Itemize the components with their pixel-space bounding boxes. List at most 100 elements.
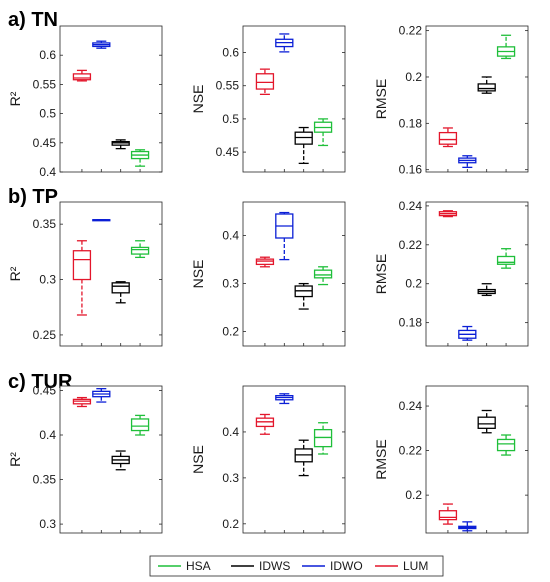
axes-frame xyxy=(242,201,346,347)
box-iqr xyxy=(496,255,516,265)
box-hsa xyxy=(130,414,150,436)
box-hsa xyxy=(496,434,516,456)
box-iqr xyxy=(477,83,496,92)
y-tick-label: 0.45 xyxy=(216,145,240,159)
axes-frame xyxy=(425,25,529,173)
y-tick-label: 0.2 xyxy=(405,488,422,502)
box-iqr xyxy=(438,131,458,145)
legend-item-lum: LUM xyxy=(375,559,428,573)
y-axis-label: NSE xyxy=(190,85,206,114)
panel-3-2: 0.2 0.3 0.4 NSE xyxy=(190,385,346,534)
y-tick-label: 0.35 xyxy=(33,473,57,487)
axes-frame xyxy=(242,25,346,173)
axes-frame xyxy=(59,385,163,534)
y-tick-label: 0.18 xyxy=(399,316,423,330)
axes-frame xyxy=(59,201,163,347)
y-tick-label: 0.24 xyxy=(399,199,423,213)
legend-label: HSA xyxy=(186,559,211,573)
y-tick-label: 0.4 xyxy=(222,425,239,439)
panel-3-1: 0.3 0.35 0.4 0.45 R² xyxy=(7,383,163,534)
box-idwo xyxy=(275,393,294,405)
box-lum xyxy=(438,127,458,148)
row-title: a) TN xyxy=(8,9,58,31)
y-tick-label: 0.55 xyxy=(216,79,240,93)
panel-1-2: 0.45 0.5 0.55 0.6 NSE xyxy=(190,25,346,173)
box-iqr xyxy=(111,282,130,294)
y-tick-label: 0.22 xyxy=(399,444,423,458)
box-lum xyxy=(72,396,92,408)
box-lum xyxy=(72,69,92,82)
box-idws xyxy=(477,409,496,434)
box-iqr xyxy=(72,73,92,81)
y-tick-label: 0.55 xyxy=(33,77,57,91)
box-iqr xyxy=(313,428,333,448)
box-idwo xyxy=(92,219,111,222)
box-idwo xyxy=(275,33,294,53)
y-tick-label: 0.22 xyxy=(399,238,423,252)
y-tick-label: 0.5 xyxy=(222,112,239,126)
panel-2-1: 0.25 0.3 0.35 R² xyxy=(7,201,163,347)
y-axis-label: RMSE xyxy=(373,79,389,119)
box-idwo xyxy=(458,155,477,169)
box-idws xyxy=(294,282,313,310)
y-tick-label: 0.45 xyxy=(33,383,57,397)
box-hsa xyxy=(313,118,333,147)
y-tick-label: 0.3 xyxy=(222,471,239,485)
y-tick-label: 0.18 xyxy=(399,116,423,130)
y-axis-label: NSE xyxy=(190,445,206,474)
y-tick-label: 0.2 xyxy=(222,325,239,339)
row-3: c) TUR0.30.350.40.45R²0.20.30.4NSE0.20.2… xyxy=(7,371,529,534)
box-iqr xyxy=(438,510,458,521)
box-lum xyxy=(72,240,92,316)
box-hsa xyxy=(130,149,150,167)
y-tick-label: 0.5 xyxy=(39,107,56,121)
y-tick-label: 0.2 xyxy=(222,517,239,531)
box-lum xyxy=(438,503,458,525)
axes-frame xyxy=(425,385,529,534)
box-iqr xyxy=(496,438,516,452)
y-axis-label: R² xyxy=(7,91,23,106)
box-lum xyxy=(255,256,275,268)
legend-item-hsa: HSA xyxy=(158,559,211,573)
box-idwo xyxy=(458,521,477,532)
row-title: b) TP xyxy=(8,186,58,208)
box-idwo xyxy=(92,40,111,49)
y-tick-label: 0.2 xyxy=(405,277,422,291)
legend-label: IDWS xyxy=(259,559,290,573)
box-idwo xyxy=(92,388,111,403)
box-iqr xyxy=(477,416,496,429)
y-axis-label: R² xyxy=(7,452,23,467)
box-idwo xyxy=(275,211,294,261)
axes-frame xyxy=(425,201,529,347)
box-iqr xyxy=(294,131,313,145)
legend: HSA IDWS IDWO LUM xyxy=(149,555,444,577)
legend-label: LUM xyxy=(403,559,428,573)
legend-label: IDWO xyxy=(330,559,363,573)
axes-frame xyxy=(59,25,163,173)
y-tick-label: 0.4 xyxy=(222,229,239,243)
y-tick-label: 0.22 xyxy=(399,24,423,38)
y-tick-label: 0.35 xyxy=(33,217,57,231)
box-idws xyxy=(477,76,496,94)
box-idws xyxy=(294,126,313,165)
box-idws xyxy=(111,281,130,304)
box-iqr xyxy=(130,246,150,255)
y-tick-label: 0.45 xyxy=(33,136,57,150)
box-iqr xyxy=(313,269,333,279)
box-idws xyxy=(111,450,130,471)
box-iqr xyxy=(130,418,150,432)
legend-frame xyxy=(149,555,444,577)
row-1: a) TN 0.4 0.45 0.5 0.55 0.6 R² 0.45 0.5 0.55 0.6 NS… xyxy=(7,9,529,179)
y-axis-label: RMSE xyxy=(373,439,389,479)
legend-item-idws: IDWS xyxy=(231,559,290,573)
box-hsa xyxy=(496,34,516,60)
legend-item-idwo: IDWO xyxy=(302,559,363,573)
box-idws xyxy=(111,139,130,150)
y-tick-label: 0.3 xyxy=(222,277,239,291)
box-idws xyxy=(294,439,313,477)
y-tick-label: 0.16 xyxy=(399,163,423,177)
y-tick-label: 0.3 xyxy=(39,517,56,531)
box-lum xyxy=(255,68,275,96)
box-iqr xyxy=(72,250,92,281)
